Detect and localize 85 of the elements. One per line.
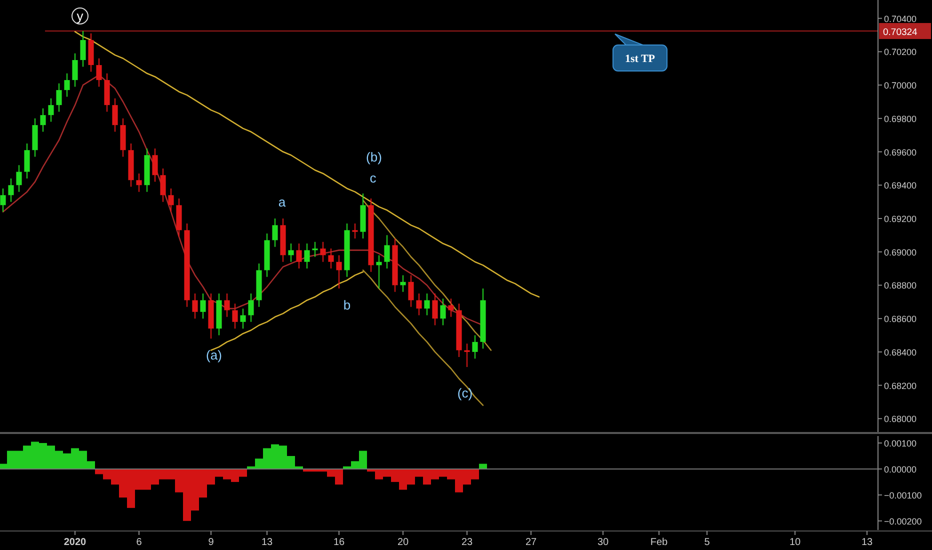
y-tick-label: 0.68000 [884,414,917,424]
candlestick [424,293,430,316]
y-tick-label: 0.68200 [884,380,917,391]
candlestick [408,274,414,308]
candlestick [416,293,422,316]
y-tick-label: 0.68800 [884,280,917,291]
candlestick [8,178,14,202]
x-tick-label: 30 [597,537,609,548]
y-tick-label: −0.00200 [884,516,922,526]
candlestick [200,293,206,320]
y-tick-label: 0.00000 [884,464,917,474]
candlestick [240,308,246,330]
candlestick [152,148,158,182]
y-tick-label: 0.69200 [884,214,917,224]
candlestick [224,293,230,318]
candlestick [232,303,238,330]
candlestick [352,223,358,240]
annotation: (a) [206,348,222,362]
y-tick-label: −0.00100 [884,490,922,500]
candlestick [248,293,254,322]
y-tick-label: 0.69800 [884,114,917,124]
annotation: c [370,170,377,186]
candlestick [64,72,70,98]
candlestick [80,30,86,68]
x-tick-label: 23 [461,537,473,548]
x-tick-label: 2020 [64,537,87,548]
candlestick [56,82,62,112]
x-tick-label: Feb [650,537,668,548]
candlestick [328,248,334,270]
line-series [362,200,492,351]
candlestick [40,108,46,132]
candlestick [376,254,382,290]
x-tick-label: 5 [704,537,710,548]
candlestick [72,52,78,88]
y-tick-label: 0.69400 [884,180,917,191]
y-tick-label: 0.69000 [884,247,917,258]
candlestick [288,243,294,262]
y-tick-label: 0.70000 [884,80,917,91]
candlestick [384,234,390,270]
candlestick [16,164,22,192]
annotation: y [76,8,84,24]
candlestick [160,168,166,202]
candlestick [440,298,446,326]
x-tick-label: 13 [261,537,273,548]
y-tick-label: 0.68600 [884,314,917,324]
x-tick-label: 13 [861,537,873,548]
candlestick [192,293,198,320]
candlestick [400,274,406,292]
line-series [74,31,540,298]
candlestick [48,98,54,122]
candlestick [464,343,470,368]
x-tick-label: 10 [789,537,801,548]
annotation: a [278,194,286,210]
y-tick-label: 0.70400 [884,14,917,24]
x-tick-label: 6 [136,537,142,548]
candlestick [136,172,142,192]
candlestick [304,243,310,270]
candlestick [312,241,318,258]
x-tick-label: 27 [525,537,537,548]
line-series [210,271,364,351]
y-tick-label: 0.70200 [884,47,917,58]
candlestick [272,218,278,248]
candlestick [168,188,174,212]
candlestick [24,142,30,179]
x-tick-label: 16 [333,537,345,548]
ref-line-label: 0.70324 [883,27,918,38]
y-tick-label: 0.69600 [884,147,917,158]
y-tick-label: 0.00100 [884,438,917,449]
annotation: 1st TP [624,53,656,65]
candlestick [112,98,118,132]
annotation: (b) [366,150,382,164]
candlestick [448,298,454,318]
candlestick [472,334,478,360]
x-tick-label: 9 [208,537,214,548]
candlestick [320,241,326,262]
line-series [362,270,484,406]
candlestick [336,254,342,290]
candlestick [96,58,102,88]
annotation: b [343,298,351,312]
annotation: (c) [457,386,473,400]
candlestick [0,188,6,212]
y-tick-label: 0.68400 [884,347,917,358]
candlestick [296,243,302,270]
x-tick-label: 20 [397,537,409,548]
candlestick [432,293,438,326]
